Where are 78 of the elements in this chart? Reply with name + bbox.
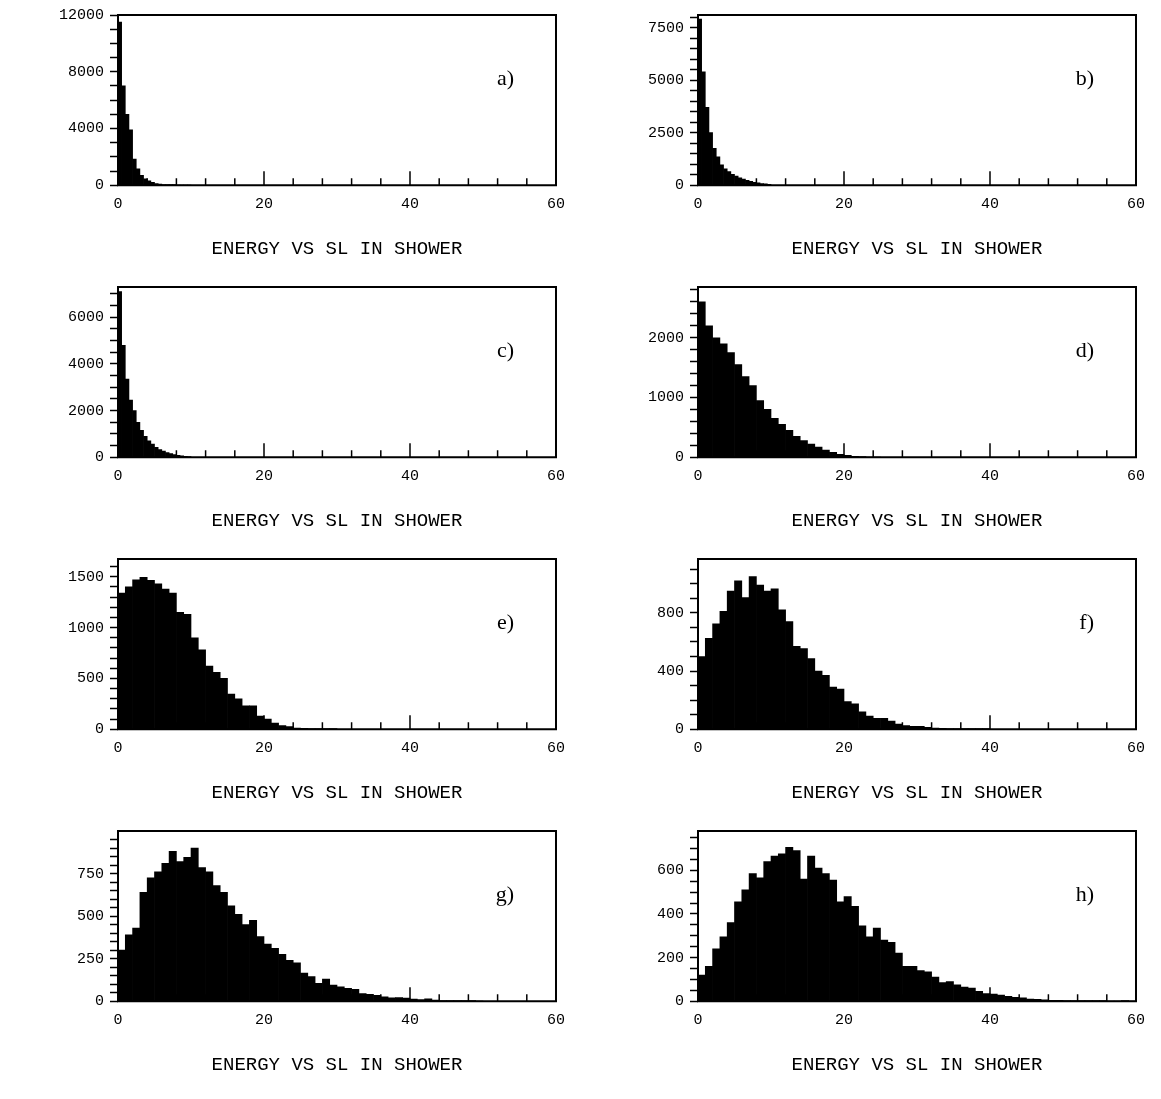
- y-tick-label: 0: [674, 177, 684, 195]
- y-tick-label: 500: [76, 908, 104, 926]
- x-tick-label: 20: [834, 740, 854, 758]
- y-tick-label: 0: [674, 449, 684, 467]
- x-tick-label: 0: [113, 740, 123, 758]
- y-tick-label: 0: [674, 993, 684, 1011]
- y-tick-label: 1000: [67, 619, 104, 637]
- x-tick-label: 60: [1126, 740, 1146, 758]
- x-tick-label: 40: [400, 1012, 420, 1030]
- annotation: e): [496, 609, 514, 635]
- annotation: a): [496, 65, 514, 91]
- x-tick-label: 40: [400, 196, 420, 214]
- y-tick-label: 0: [94, 449, 104, 467]
- x-tick-label: 60: [1126, 196, 1146, 214]
- annotation: b): [1075, 65, 1094, 91]
- y-tick-label: 0: [94, 993, 104, 1011]
- y-tick-label: 2000: [67, 402, 104, 420]
- y-tick-label: 5000: [647, 72, 684, 90]
- y-tick-label: 400: [656, 662, 684, 680]
- x-tick-label: 40: [400, 740, 420, 758]
- x-tick-label: 20: [834, 468, 854, 486]
- y-tick-label: 400: [656, 905, 684, 923]
- y-tick-label: 4000: [67, 120, 104, 138]
- y-tick-label: 800: [656, 604, 684, 622]
- y-tick-label: 200: [656, 949, 684, 967]
- y-tick-label: 6000: [67, 309, 104, 327]
- y-tick-label: 0: [94, 177, 104, 195]
- x-tick-label: 60: [1126, 1012, 1146, 1030]
- annotation: c): [496, 337, 514, 363]
- x-axis-title: ENERGY VS SL IN SHOWER: [211, 509, 463, 532]
- x-tick-label: 20: [254, 740, 274, 758]
- x-tick-label: 20: [254, 468, 274, 486]
- y-tick-label: 12000: [58, 6, 104, 24]
- y-tick-label: 4000: [67, 355, 104, 373]
- y-tick-label: 2500: [647, 124, 684, 142]
- x-tick-label: 60: [1126, 468, 1146, 486]
- x-tick-label: 0: [113, 1012, 123, 1030]
- y-tick-label: 8000: [67, 63, 104, 81]
- x-tick-label: 0: [113, 196, 123, 214]
- x-tick-label: 40: [400, 468, 420, 486]
- x-tick-label: 60: [546, 1012, 566, 1030]
- annotation: h): [1075, 881, 1094, 907]
- y-tick-label: 2000: [647, 329, 684, 347]
- x-tick-label: 0: [693, 196, 703, 214]
- x-axis-title: ENERGY VS SL IN SHOWER: [791, 509, 1043, 532]
- x-tick-label: 40: [980, 196, 1000, 214]
- x-tick-label: 40: [980, 468, 1000, 486]
- x-tick-label: 60: [546, 468, 566, 486]
- x-tick-label: 20: [254, 1012, 274, 1030]
- y-tick-label: 600: [656, 862, 684, 880]
- x-tick-label: 20: [254, 196, 274, 214]
- x-axis-title: ENERGY VS SL IN SHOWER: [211, 237, 463, 260]
- y-tick-label: 750: [76, 865, 104, 883]
- y-tick-label: 7500: [647, 19, 684, 37]
- x-tick-label: 60: [546, 196, 566, 214]
- x-axis-title: ENERGY VS SL IN SHOWER: [791, 237, 1043, 260]
- y-tick-label: 0: [674, 721, 684, 739]
- x-axis-title: ENERGY VS SL IN SHOWER: [211, 781, 463, 804]
- x-axis-title: ENERGY VS SL IN SHOWER: [791, 781, 1043, 804]
- x-tick-label: 0: [693, 740, 703, 758]
- y-tick-label: 500: [76, 670, 104, 688]
- y-tick-label: 250: [76, 950, 104, 968]
- annotation: f): [1079, 609, 1094, 635]
- annotation: g): [495, 881, 514, 907]
- x-tick-label: 0: [693, 468, 703, 486]
- y-tick-label: 1000: [647, 389, 684, 407]
- x-tick-label: 40: [980, 740, 1000, 758]
- x-axis-title: ENERGY VS SL IN SHOWER: [791, 1053, 1043, 1076]
- x-tick-label: 0: [113, 468, 123, 486]
- annotation: d): [1075, 337, 1094, 363]
- x-tick-label: 0: [693, 1012, 703, 1030]
- x-tick-label: 20: [834, 1012, 854, 1030]
- x-axis-title: ENERGY VS SL IN SHOWER: [211, 1053, 463, 1076]
- y-tick-label: 1500: [67, 568, 104, 586]
- x-tick-label: 60: [546, 740, 566, 758]
- y-tick-label: 0: [94, 721, 104, 739]
- x-tick-label: 40: [980, 1012, 1000, 1030]
- x-tick-label: 20: [834, 196, 854, 214]
